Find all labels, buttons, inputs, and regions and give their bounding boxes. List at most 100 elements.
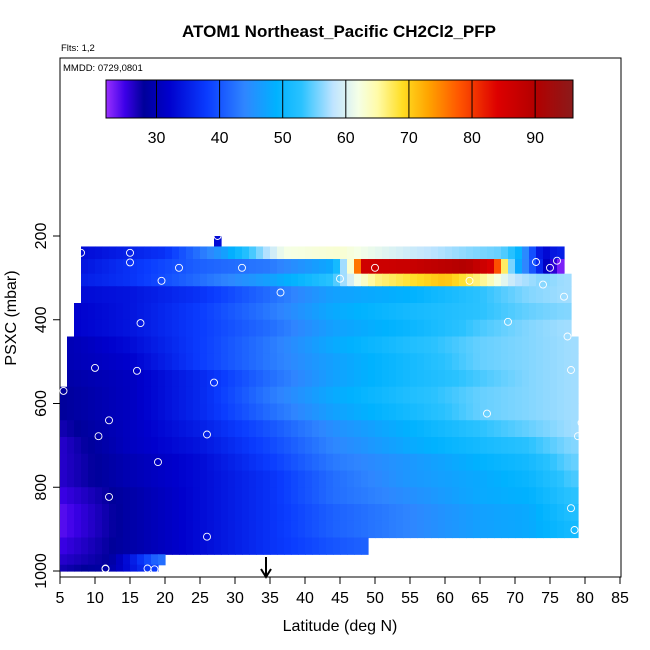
heatmap-cell [326,303,334,321]
heatmap-cell [326,259,334,275]
heatmap-cell [452,504,460,522]
heatmap-cell [256,273,264,287]
heatmap-cell [284,319,292,338]
heatmap-cell [501,303,509,321]
heatmap-cell [130,386,138,405]
heatmap-cell [207,487,215,505]
heatmap-cell [340,386,348,405]
heatmap-cell [571,437,579,455]
heatmap-cell [347,453,355,472]
heatmap-cell [529,386,537,405]
heatmap-cell [354,386,362,405]
heatmap-cell [228,470,236,488]
heatmap-cell [389,353,397,371]
heatmap-cell [515,470,523,488]
heatmap-cell [424,319,432,338]
heatmap-cell [116,487,124,505]
heatmap-cell [263,487,271,505]
heatmap-cell [459,386,467,405]
heatmap-cell [102,246,110,260]
sample-point [581,344,589,353]
heatmap-cell [438,470,446,488]
heatmap-cell [172,487,180,505]
heatmap-cell [480,487,488,505]
heatmap-cell [172,319,180,338]
heatmap-cell [403,336,411,354]
heatmap-cell [550,403,558,421]
heatmap-cell [242,246,250,260]
heatmap-cell [179,370,187,388]
heatmap-cell [228,504,236,522]
colorbar-tick-label: 60 [337,130,355,147]
heatmap-cell [431,403,439,421]
heatmap-cell [263,386,271,405]
heatmap-cell [200,259,208,275]
heatmap-cell [123,386,131,405]
heatmap-cell [564,303,572,321]
heatmap-cell [214,336,222,354]
heatmap-cell [228,520,236,539]
heatmap-cell [459,370,467,388]
heatmap-cell [417,319,425,338]
heatmap-cell [186,319,194,338]
heatmap-cell [515,370,523,388]
heatmap-cell [466,286,474,304]
heatmap-cell [263,273,271,287]
heatmap-cell [158,259,166,275]
heatmap-cell [130,319,138,338]
heatmap-cell [375,520,383,539]
heatmap-cell [508,370,516,388]
heatmap-cell [200,520,208,539]
heatmap-cell [396,386,404,405]
heatmap-cell [529,303,537,321]
heatmap-cell [67,554,75,566]
heatmap-cell [431,336,439,354]
heatmap-cell [382,259,390,275]
heatmap-cell [445,319,453,338]
heatmap-cell [298,370,306,388]
heatmap-cell [109,259,117,275]
heatmap-cell [466,303,474,321]
heatmap-cell [529,453,537,472]
x-tick-label: 65 [471,590,489,607]
heatmap-cell [473,353,481,371]
heatmap-cell [571,370,579,388]
heatmap-cell [235,520,243,539]
heatmap-cell [312,437,320,455]
heatmap-cell [396,246,404,260]
heatmap-cell [228,303,236,321]
heatmap-cell [284,370,292,388]
heatmap-cell [445,259,453,275]
heatmap-cell [109,437,117,455]
heatmap-cell [291,246,299,260]
heatmap-cell [382,487,390,505]
heatmap-cell [333,487,341,505]
heatmap-cell [508,386,516,405]
heatmap-cell [494,520,502,539]
heatmap-cell [466,273,474,287]
heatmap-cell [431,370,439,388]
heatmap-cell [298,420,306,438]
heatmap-cell [116,453,124,472]
heatmap-cell [410,470,418,488]
heatmap-cell [116,303,124,321]
heatmap-cell [438,453,446,472]
heatmap-cell [200,453,208,472]
sample-point [563,332,572,341]
heatmap-cell [88,470,96,488]
heatmap-cell [249,319,257,338]
heatmap-cell [116,259,124,275]
heatmap-cell [522,470,530,488]
heatmap-cell [221,504,229,522]
heatmap-cell [102,470,110,488]
heatmap-cell [459,437,467,455]
heatmap-cell [151,336,159,354]
heatmap-cell [242,437,250,455]
heatmap-cell [508,353,516,371]
sample-point [126,248,134,257]
heatmap-cell [88,403,96,421]
heatmap-cell [130,537,138,555]
heatmap-cell [410,403,418,421]
heatmap-cell [284,470,292,488]
heatmap-cell [144,286,152,304]
